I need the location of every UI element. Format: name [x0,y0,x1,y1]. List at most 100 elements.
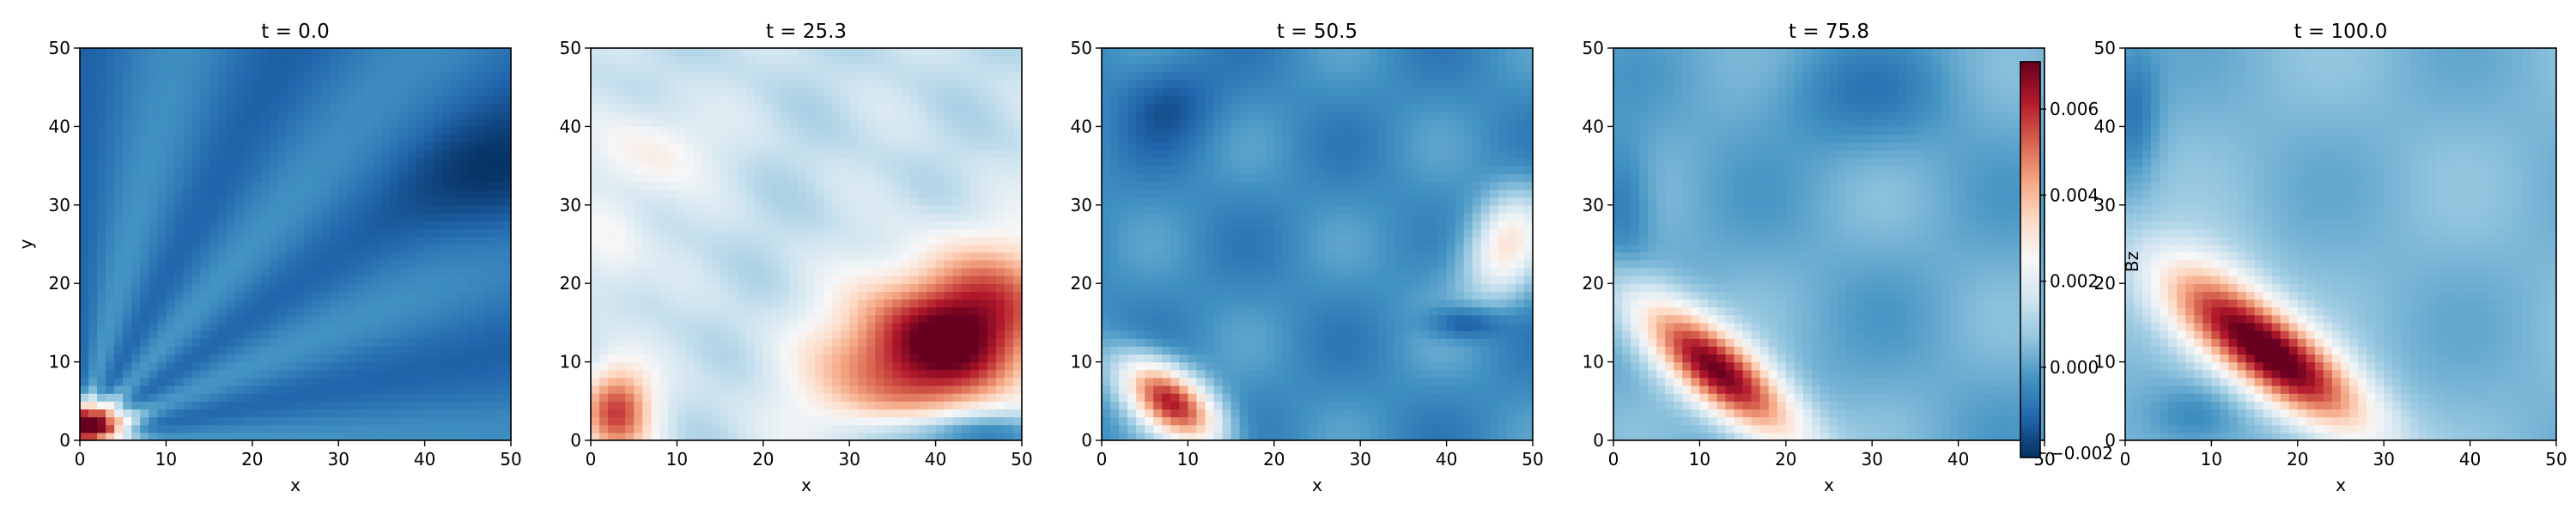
heatmap-cell [599,212,609,221]
heatmap-cell [952,322,963,331]
heatmap-cell [234,79,245,88]
heatmap-cell [106,212,115,221]
heatmap-cell [80,322,89,331]
heatmap-cell [728,111,738,119]
heatmap-cell [140,48,149,57]
heatmap-cell [987,259,997,269]
heatmap-cell [217,377,228,386]
heatmap-cell [642,79,652,88]
heatmap-cell [823,354,833,363]
heatmap-cell [166,102,176,112]
heatmap-cell [969,361,980,371]
heatmap-cell [866,369,876,379]
heatmap-cell [295,111,305,119]
heatmap-cell [424,416,434,426]
heatmap-cell [952,212,963,221]
heatmap-cell [390,385,400,394]
heatmap-cell [364,134,374,143]
heatmap-cell [754,251,764,261]
heatmap-cell [806,228,816,237]
heatmap-cell [762,94,773,104]
heatmap-cell [1004,142,1014,151]
heatmap-cell [608,134,617,143]
heatmap-cell [260,204,270,214]
heatmap-cell [711,416,721,426]
heatmap-cell [884,149,893,159]
heatmap-cell [927,94,937,104]
heatmap-cell [720,126,730,136]
heatmap-cell [80,157,89,167]
heatmap-cell [252,173,262,182]
heatmap-cell [995,204,1005,214]
heatmap-cell [728,291,738,300]
heatmap-cell [183,416,193,426]
heatmap-cell [754,346,764,355]
heatmap-cell [901,126,911,136]
heatmap-cell [642,244,652,253]
heatmap-cell [849,244,859,253]
heatmap-cell [935,291,945,300]
heatmap-cell [651,432,660,441]
heatmap-cell [617,48,626,57]
heatmap-cell [234,251,245,261]
heatmap-cell [166,393,176,402]
heatmap-cell [88,354,98,363]
heatmap-cell [668,102,677,112]
heatmap-cell [935,259,945,269]
heatmap-cell [901,236,911,245]
heatmap-cell [97,204,106,214]
heatmap-cell [961,424,971,433]
heatmap-cell [174,346,185,355]
heatmap-cell [995,369,1005,379]
heatmap-cell [304,346,313,355]
heatmap-cell [88,283,98,292]
heatmap-cell [969,157,980,167]
heatmap-cell [668,354,677,363]
heatmap-cell [450,87,460,96]
heatmap-cell [987,346,997,355]
heatmap-cell [591,432,600,441]
heatmap-cell [685,409,696,418]
heatmap-cell [493,251,503,261]
heatmap-cell [338,94,348,104]
heatmap-cell [591,149,600,159]
heatmap-cell [591,221,600,229]
heatmap-cell [884,111,893,119]
heatmap-cell [140,181,149,191]
heatmap-cell [1012,149,1023,159]
heatmap-cell [381,236,392,245]
heatmap-cell [338,361,348,371]
heatmap-cell [80,166,89,174]
heatmap-cell [106,259,115,269]
heatmap-cell [450,314,460,324]
heatmap-cell [952,283,963,292]
heatmap-cell [961,204,971,214]
heatmap-cell [97,314,106,324]
heatmap-cell [157,424,167,433]
heatmap-cell [433,111,443,119]
heatmap-cell [866,173,876,182]
heatmap-cell [191,221,202,229]
heatmap-cell [754,361,764,371]
heatmap-cell [918,94,928,104]
heatmap-cell [754,377,764,386]
heatmap-cell [433,346,443,355]
heatmap-cell [754,71,764,81]
heatmap-cell [892,322,902,331]
heatmap-cell [762,401,773,410]
heatmap-cell [260,259,270,269]
heatmap-cell [841,369,850,379]
heatmap-cell [286,416,296,426]
heatmap-cell [745,157,756,167]
heatmap-cell [234,338,245,347]
heatmap-cell [849,369,859,379]
heatmap-cell [617,64,626,73]
heatmap-cell [106,251,115,261]
heatmap-cell [398,299,409,308]
heatmap-cell [780,322,790,331]
heatmap-cell [149,126,158,136]
heatmap-cell [304,385,313,394]
heatmap-cell [313,361,322,371]
heatmap-cell [364,409,374,418]
